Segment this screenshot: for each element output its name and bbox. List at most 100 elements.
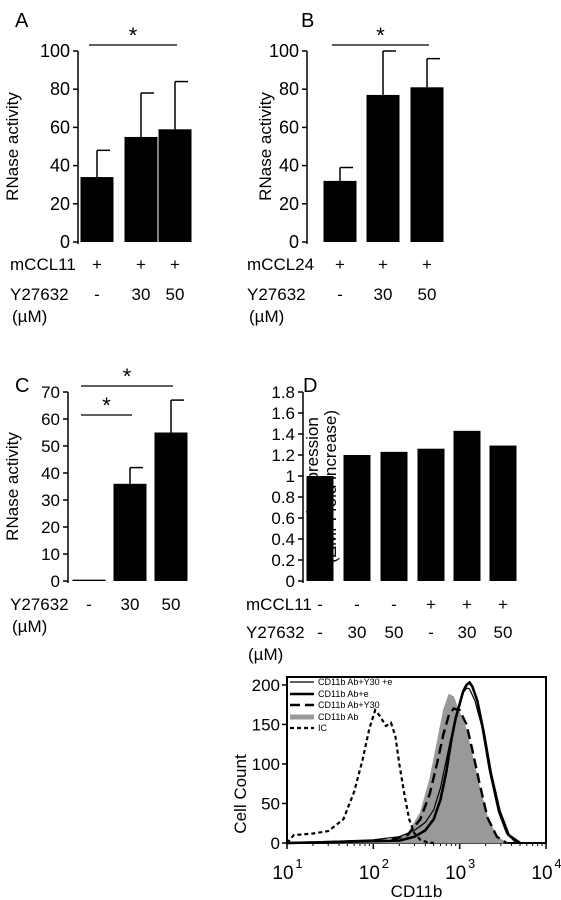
series-ic xyxy=(286,707,434,845)
legend-label: CD11b Ab+Y30 +e xyxy=(318,677,392,687)
row-label: mCCL11 xyxy=(10,255,76,274)
y-tick-label: 1.2 xyxy=(271,446,295,465)
y-axis-label: RNase activity xyxy=(3,92,22,201)
bar xyxy=(154,432,188,581)
bar xyxy=(306,476,334,581)
y-axis-label: RNase activity xyxy=(3,432,22,541)
row-label: Y27632 xyxy=(10,285,69,304)
series-cd11b-ab-y30-e xyxy=(286,687,517,844)
row-value: + xyxy=(136,255,146,274)
row-value: 50 xyxy=(494,623,513,642)
y-tick-label: 0 xyxy=(289,232,299,252)
significance-marker: * xyxy=(123,364,132,389)
y-tick-label: 30 xyxy=(41,491,60,510)
y-tick-label: 20 xyxy=(279,194,299,214)
y-tick-label: 1 xyxy=(286,467,295,486)
y-tick-label: 150 xyxy=(252,715,280,734)
row-value: - xyxy=(317,595,323,614)
row-label: Y27632 xyxy=(247,285,306,304)
row-value: 50 xyxy=(166,285,185,304)
y-tick-label: 60 xyxy=(279,117,299,137)
row-value: 50 xyxy=(162,595,181,614)
significance-marker: * xyxy=(129,23,138,48)
y-tick-label: 40 xyxy=(41,464,60,483)
y-tick-label: 70 xyxy=(41,383,60,402)
x-tick-label: 10 xyxy=(531,863,552,884)
panel-letter: C xyxy=(15,375,29,397)
panel-letter: B xyxy=(301,10,314,32)
bar xyxy=(72,579,106,581)
y-tick-label: 0 xyxy=(51,572,60,591)
y-tick-label: 200 xyxy=(252,676,280,695)
row-value: + xyxy=(426,595,436,614)
x-tick-label: 10 xyxy=(359,863,380,884)
row-label: Y27632 xyxy=(10,595,69,614)
row-value: + xyxy=(378,255,388,274)
row-value: + xyxy=(335,255,345,274)
bar xyxy=(80,177,114,242)
row-value: - xyxy=(94,285,100,304)
x-tick-exponent: 2 xyxy=(382,856,389,871)
y-tick-label: 40 xyxy=(50,156,70,176)
x-axis-label: CD11b xyxy=(391,882,443,900)
row-value: 30 xyxy=(121,595,140,614)
y-tick-label: 1.4 xyxy=(271,425,295,444)
bar xyxy=(113,483,147,581)
y-tick-label: 100 xyxy=(40,41,70,61)
legend-label: CD11b Ab+Y30 xyxy=(318,700,380,710)
y-tick-label: 10 xyxy=(41,545,60,564)
bar xyxy=(343,455,371,581)
row-sublabel: (µM) xyxy=(12,617,47,636)
panel-letter: D xyxy=(303,375,317,397)
y-tick-label: 100 xyxy=(269,41,299,61)
row-value: + xyxy=(92,255,102,274)
y-tick-label: 0.2 xyxy=(271,551,295,570)
row-label: mCCL24 xyxy=(247,255,314,274)
row-value: 30 xyxy=(374,285,393,304)
row-value: + xyxy=(170,255,180,274)
bar xyxy=(489,445,517,581)
y-tick-label: 0.4 xyxy=(271,530,295,549)
y-tick-label: 1.6 xyxy=(271,404,295,423)
bar xyxy=(158,129,192,242)
bar xyxy=(453,430,481,581)
row-value: 30 xyxy=(458,623,477,642)
row-value: + xyxy=(462,595,472,614)
row-value: 30 xyxy=(132,285,151,304)
row-value: - xyxy=(428,623,434,642)
row-sublabel: (µM) xyxy=(12,307,47,326)
significance-marker: * xyxy=(376,23,385,48)
bar xyxy=(380,451,408,581)
y-tick-label: 0.8 xyxy=(271,488,295,507)
y-tick-label: 0.6 xyxy=(271,509,295,528)
row-value: 30 xyxy=(348,623,367,642)
row-value: - xyxy=(337,285,343,304)
y-tick-label: 60 xyxy=(50,117,70,137)
bar xyxy=(366,94,400,243)
legend-label: IC xyxy=(318,723,328,733)
bar xyxy=(417,448,445,581)
y-tick-label: 0 xyxy=(286,572,295,591)
x-tick-exponent: 1 xyxy=(295,856,302,871)
y-tick-label: 0 xyxy=(271,834,280,853)
row-label: Y27632 xyxy=(246,623,305,642)
y-tick-label: 40 xyxy=(279,156,299,176)
panel-letter: A xyxy=(15,10,29,32)
y-tick-label: 50 xyxy=(261,794,280,813)
y-tick-label: 1.8 xyxy=(271,383,295,402)
row-sublabel: (µM) xyxy=(249,307,284,326)
legend-label: CD11b Ab xyxy=(318,712,358,722)
row-sublabel: (µM) xyxy=(248,645,283,664)
y-tick-label: 20 xyxy=(41,518,60,537)
x-tick-exponent: 4 xyxy=(554,856,561,871)
bar xyxy=(323,180,357,242)
x-tick-exponent: 3 xyxy=(468,856,475,871)
y-tick-label: 80 xyxy=(50,79,70,99)
y-tick-label: 20 xyxy=(50,194,70,214)
bar xyxy=(410,87,444,242)
x-tick-label: 10 xyxy=(272,863,293,884)
x-tick-label: 10 xyxy=(445,863,466,884)
row-value: - xyxy=(317,623,323,642)
row-value: - xyxy=(354,595,360,614)
